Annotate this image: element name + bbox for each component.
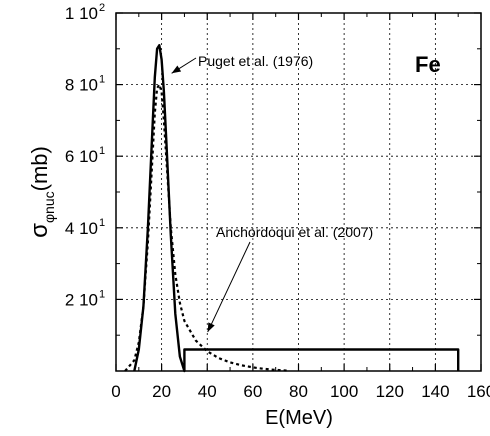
y-tick-label: 4 10 — [65, 219, 98, 238]
series-layer — [124, 44, 460, 373]
y-axis-unit: (mb) — [27, 146, 52, 191]
series-anchordoqui-line — [124, 83, 288, 372]
x-tick-label: 20 — [152, 382, 171, 401]
x-tick-label: 140 — [421, 382, 449, 401]
y-tick-exponent: 1 — [99, 217, 105, 229]
y-tick-label: 8 10 — [65, 76, 98, 95]
y-tick-exponent: 1 — [99, 288, 105, 300]
annotation-anchordoqui-arrow — [207, 241, 251, 333]
x-tick-label: 160 — [467, 382, 490, 401]
y-tick-label: 6 10 — [65, 147, 98, 166]
annotation-puget: Puget et al. (1976) — [198, 53, 313, 69]
panel-label: Fe — [415, 52, 441, 77]
y-axis-symbol: σ — [26, 223, 53, 238]
y-axis-title: σφnuc(mb) — [26, 146, 57, 238]
tick-layer — [115, 12, 482, 371]
grid-layer — [116, 13, 481, 371]
x-tick-label: 120 — [376, 382, 404, 401]
annotation-anchordoqui-arrow-head — [207, 322, 215, 333]
x-tick-label: 60 — [243, 382, 262, 401]
x-tick-label: 100 — [330, 382, 358, 401]
annotation-anchordoqui: Anchordoqui et al. (2007) — [216, 224, 373, 240]
x-tick-label: 0 — [111, 382, 120, 401]
annotation-puget-arrow-head — [171, 65, 182, 74]
series-puget-line — [133, 44, 460, 373]
y-tick-label: 1 10 — [65, 4, 98, 23]
x-axis-title: E(MeV) — [265, 407, 333, 429]
y-tick-exponent: 2 — [99, 2, 105, 14]
y-tick-label: 2 10 — [65, 290, 98, 309]
y-axis-subscript: φnuc — [41, 191, 57, 223]
svg-text:σφnuc(mb): σφnuc(mb) — [26, 146, 57, 238]
y-tick-exponent: 1 — [99, 74, 105, 86]
x-tick-label: 80 — [289, 382, 308, 401]
x-tick-label: 40 — [198, 382, 217, 401]
y-tick-exponent: 1 — [99, 145, 105, 157]
